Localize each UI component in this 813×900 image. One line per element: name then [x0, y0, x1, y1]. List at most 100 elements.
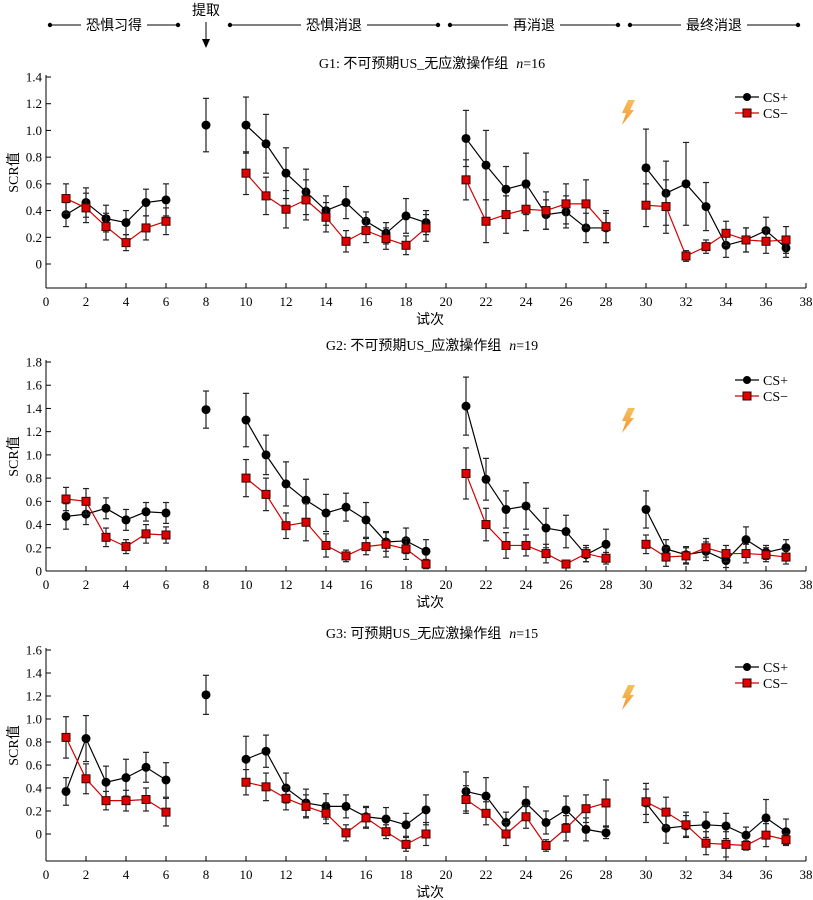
y-tick-label: 0.6	[26, 758, 43, 773]
y-axis-title: SCR值	[6, 725, 22, 765]
data-point-cs-plus	[161, 508, 171, 518]
x-tick-label: 28	[600, 294, 613, 309]
data-point-cs-minus	[381, 827, 391, 837]
x-tick-label: 26	[560, 867, 574, 882]
data-point-cs-plus	[421, 805, 431, 815]
lightning-bolt-icon	[622, 408, 635, 433]
panel-title-text: G1: 不可预期US_无应激操作组	[319, 55, 508, 72]
phase-endpoint-dot	[447, 22, 453, 28]
legend-label-cs-minus: CS−	[763, 677, 788, 692]
x-tick-label: 24	[520, 294, 534, 309]
phase-label: 恐惧习得	[86, 17, 142, 34]
data-point-cs-minus	[261, 782, 271, 792]
x-tick-label: 12	[280, 294, 293, 309]
panel-n-label: n	[516, 57, 523, 72]
panel-title: G3: 可预期US_无应激操作组 n=15	[326, 625, 538, 642]
y-tick-label: 1.2	[26, 96, 42, 111]
data-point-cs-plus	[521, 179, 531, 189]
data-point-cs-plus	[761, 813, 771, 823]
panel-title: G2: 不可预期US_应激操作组 n=19	[326, 337, 538, 354]
y-tick-label: 0.4	[26, 203, 43, 218]
y-tick-label: 1.0	[26, 712, 42, 727]
x-tick-label: 18	[400, 867, 413, 882]
data-point-cs-minus	[161, 807, 171, 817]
x-tick-label: 14	[320, 294, 334, 309]
data-point-cs-minus	[281, 793, 291, 803]
data-point-cs-plus	[661, 823, 671, 833]
data-point-cs-minus	[401, 240, 411, 250]
phase-label: 最终消退	[686, 18, 742, 34]
series-cs-minus	[61, 151, 791, 262]
data-point-cs-minus	[241, 473, 251, 483]
data-point-cs-minus	[741, 549, 751, 559]
data-point-cs-plus	[61, 511, 71, 521]
x-tick-label: 30	[640, 577, 653, 592]
phase-endpoint-dot	[227, 22, 233, 28]
data-point-cs-minus	[761, 550, 771, 560]
phase-bracket-1: 恐惧习得	[47, 17, 181, 34]
series-line	[65, 736, 167, 792]
phase-bracket-3: 再消退	[447, 18, 621, 34]
phase-endpoint-dot	[627, 22, 633, 28]
x-tick-label: 0	[43, 867, 50, 882]
data-point-cs-minus	[521, 540, 531, 550]
legend-label-cs-minus: CS−	[763, 107, 788, 122]
data-point-cs-minus	[341, 551, 351, 561]
data-point-cs-minus	[601, 222, 611, 232]
series-line	[465, 790, 607, 834]
data-point-cs-plus	[381, 814, 391, 824]
series-line	[465, 138, 606, 229]
data-point-cs-minus	[141, 795, 151, 804]
x-tick-label: 30	[640, 867, 653, 882]
data-point-cs-minus	[761, 830, 771, 840]
y-tick-label: 1.6	[26, 378, 43, 393]
data-point-cs-minus	[481, 520, 491, 530]
panel-n-label: n	[509, 339, 516, 354]
data-point-cs-plus	[341, 801, 351, 811]
data-point-cs-minus	[521, 812, 531, 822]
x-tick-label: 20	[440, 577, 453, 592]
x-tick-label: 4	[123, 577, 130, 592]
x-tick-label: 4	[123, 867, 130, 882]
y-tick-label: 0.8	[26, 471, 42, 486]
x-tick-label: 2	[83, 577, 90, 592]
x-tick-label: 8	[203, 577, 210, 592]
x-tick-label: 8	[203, 867, 210, 882]
lightning-bolt-icon	[622, 685, 635, 710]
y-tick-label: 1.2	[26, 689, 42, 704]
y-tick-label: 0.6	[26, 494, 43, 509]
series-line	[245, 172, 427, 246]
x-tick-label: 22	[480, 577, 493, 592]
data-point-cs-minus	[121, 796, 131, 806]
data-point-cs-plus	[301, 495, 311, 505]
panel-n-value: =16	[523, 57, 545, 72]
legend: CS+CS−	[735, 661, 788, 692]
phase-label: 再消退	[513, 18, 555, 34]
data-point-cs-plus	[281, 479, 291, 489]
data-point-cs-minus	[281, 521, 291, 531]
panel-title-text: G2: 不可预期US_应激操作组	[326, 337, 501, 354]
data-point-cs-plus	[121, 218, 131, 228]
data-point-cs-minus	[781, 552, 791, 562]
x-tick-label: 10	[240, 294, 253, 309]
x-tick-label: 2	[83, 867, 90, 882]
data-point-cs-plus	[601, 828, 611, 838]
data-point-cs-minus	[661, 807, 671, 817]
phase-endpoint-dot	[435, 22, 441, 28]
data-point-cs-plus	[121, 773, 131, 783]
y-tick-label: 0	[36, 564, 43, 579]
data-point-cs-plus	[61, 210, 71, 220]
data-point-cs-plus	[701, 820, 711, 830]
data-point-cs-plus	[261, 139, 271, 149]
x-tick-label: 12	[280, 577, 293, 592]
x-tick-label: 0	[43, 577, 50, 592]
data-point-cs-minus	[81, 496, 91, 506]
data-point-cs-plus	[701, 202, 711, 212]
y-tick-label: 1.4	[26, 401, 43, 416]
data-point-cs-plus	[161, 195, 171, 205]
data-point-cs-minus	[721, 839, 731, 849]
x-tick-label: 18	[400, 294, 413, 309]
panel-n-value: =19	[516, 339, 538, 354]
data-point-cs-minus	[761, 236, 771, 246]
